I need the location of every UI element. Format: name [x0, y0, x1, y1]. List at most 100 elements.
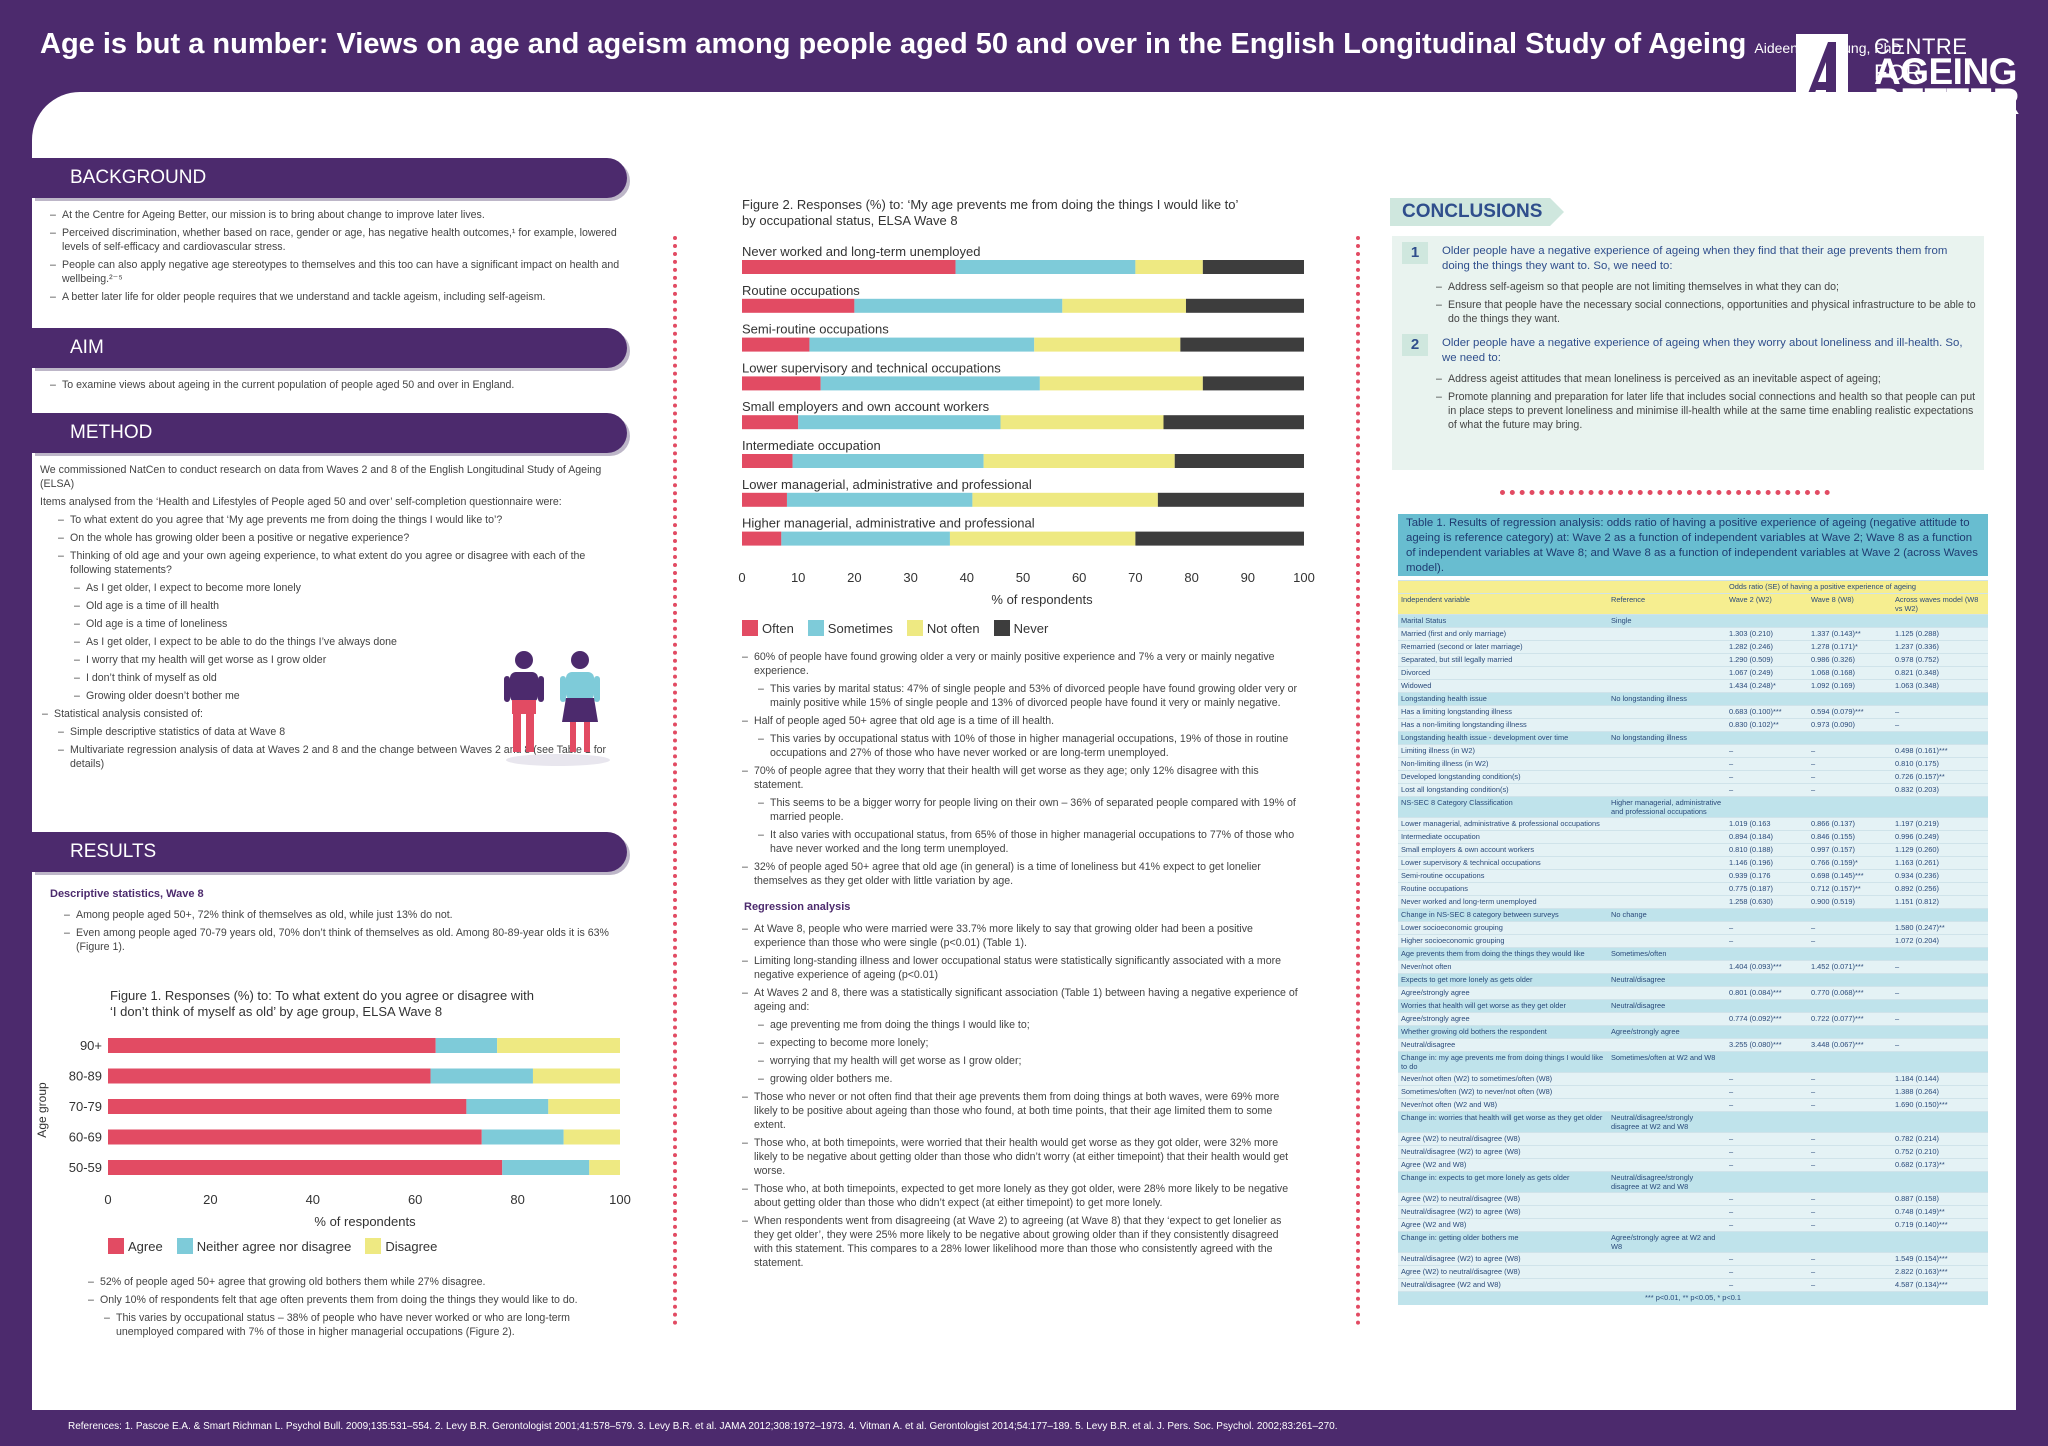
table-cell — [1608, 1072, 1726, 1086]
table1-caption: Table 1. Results of regression analysis:… — [1398, 514, 1988, 576]
table-cell: – — [1726, 921, 1808, 935]
table-cell: 0.892 (0.256) — [1892, 882, 1988, 896]
conclusions-box: 1 Older people have a negative experienc… — [1392, 236, 1984, 470]
poster-title: Age is but a number: Views on age and ag… — [40, 28, 1902, 61]
table-cell: – — [1726, 1072, 1808, 1086]
table-cell: Has a non-limiting longstanding illness — [1398, 718, 1608, 732]
table-cell: 1.690 (0.150)*** — [1892, 1098, 1988, 1112]
legend-label: Agree — [128, 1238, 163, 1254]
conclusion-text: Older people have a negative experience … — [1442, 337, 1963, 364]
legend-label: Never — [1013, 620, 1049, 636]
method-heading: METHOD — [32, 413, 627, 453]
table-row: Semi-routine occupations 0.939 (0.176 0.69… — [1398, 869, 1988, 883]
table-cell: Worries that health will get worse as th… — [1398, 999, 1608, 1013]
bar-often — [742, 454, 793, 468]
table-row: Lower managerial, administrative & profe… — [1398, 817, 1988, 831]
table-group-row: Marital Status Single — [1398, 614, 1988, 628]
table-cell — [1892, 692, 1988, 706]
legend-item-often: Often — [742, 620, 794, 636]
legend-item-agree: Agree — [108, 1238, 163, 1254]
references: References: 1. Pascoe E.A. & Smart Richm… — [68, 1421, 1338, 1432]
tick-label: 100 — [609, 1192, 631, 1207]
table-row: Lost all longstanding condition(s) – –0.83… — [1398, 783, 1988, 797]
table-cell: Sometimes/often (W2) to never/not often … — [1398, 1085, 1608, 1099]
table-cell: Single — [1608, 614, 1726, 628]
list-item: Those who, at both timepoints, expected … — [740, 1182, 1300, 1210]
table-header-cell — [1608, 580, 1726, 594]
table-cell — [1608, 882, 1726, 896]
figure1-ylabel: Age group — [36, 1082, 49, 1138]
table-cell: – — [1726, 1265, 1808, 1279]
table-cell: Expects to get more lonely as gets older — [1398, 973, 1608, 987]
bar-agree — [108, 1160, 503, 1175]
table-cell: 1.237 (0.336) — [1892, 640, 1988, 654]
method-text: We commissioned NatCen to conduct resear… — [32, 463, 628, 771]
table-cell — [1726, 1231, 1808, 1253]
table-cell: Neutral/disagree — [1608, 973, 1726, 987]
category-label: Semi-routine occupations — [742, 322, 889, 337]
table-cell: Higher socioeconomic grouping — [1398, 934, 1608, 948]
legend-swatch — [807, 620, 824, 636]
table-row: Neutral/disagree 3.255 (0.080)*** 3.448 (0… — [1398, 1038, 1988, 1052]
list-item: Those who never or not often find that t… — [740, 1090, 1300, 1132]
category-label: 60-69 — [69, 1130, 102, 1145]
list-item: growing older bothers me. — [740, 1072, 1300, 1086]
table-cell: Agree/strongly agree at W2 and W8 — [1608, 1231, 1726, 1253]
table-cell — [1808, 1231, 1892, 1253]
conclusion-number: 1 — [1402, 242, 1428, 264]
figure2-xlabel: % of respondents — [991, 592, 1093, 607]
table-cell: 0.810 (0.188) — [1726, 843, 1808, 857]
table-cell: – — [1726, 934, 1808, 948]
table-footnote: *** p<0.01, ** p<0.05, * p<0.1 — [1398, 1291, 1988, 1305]
table-row: Widowed 1.434 (0.248)* 1.092 (0.169) 1.063 … — [1398, 679, 1988, 693]
table-cell: 4.587 (0.134)*** — [1892, 1278, 1988, 1292]
list-item: At the Centre for Ageing Better, our mis… — [48, 208, 622, 222]
table-cell: Longstanding health issue - development … — [1398, 731, 1608, 745]
bar-never — [1202, 376, 1304, 391]
table-cell: – — [1892, 705, 1988, 719]
table-cell: 0.986 (0.326) — [1808, 653, 1892, 667]
table-cell — [1808, 947, 1892, 961]
table-cell: Semi-routine occupations — [1398, 869, 1608, 883]
table-group-row: Change in NS-SEC 8 category between surv… — [1398, 908, 1988, 922]
bar-not-often — [1135, 260, 1203, 274]
table-cell: 1.129 (0.260) — [1892, 843, 1988, 857]
category-label: Routine occupations — [742, 283, 860, 298]
list-item: Multivariate regression analysis of data… — [40, 743, 628, 771]
bar-not-often — [1000, 415, 1164, 430]
table-cell: Never/not often (W2 and W8) — [1398, 1098, 1608, 1112]
table-cell: 1.388 (0.264) — [1892, 1085, 1988, 1099]
table-cell — [1608, 843, 1726, 857]
table-cell — [1808, 796, 1892, 818]
category-label: Never worked and long-term unemployed — [742, 244, 980, 259]
bar-never — [1135, 531, 1304, 546]
table-row: Developed longstanding condition(s) – –0.7… — [1398, 770, 1988, 784]
table-cell: Lower supervisory & technical occupation… — [1398, 856, 1608, 870]
figure2-legend: Often Sometimes Not often Never — [742, 620, 1062, 636]
list-item: I don’t think of myself as old — [40, 671, 628, 685]
table-cell — [1608, 830, 1726, 844]
table-row: Neutral/disagree (W2) to agree (W8) – –0.7… — [1398, 1205, 1988, 1219]
table-cell: – — [1808, 1265, 1892, 1279]
list-item: People can also apply negative age stere… — [48, 258, 622, 286]
table-cell — [1608, 869, 1726, 883]
bar-not-often — [972, 492, 1158, 507]
list-item: Those who, at both timepoints, were worr… — [740, 1136, 1300, 1178]
table-cell: – — [1808, 1145, 1892, 1159]
table-cell: 1.184 (0.144) — [1892, 1072, 1988, 1086]
table-cell: 1.092 (0.169) — [1808, 679, 1892, 693]
table-cell — [1608, 817, 1726, 831]
table-cell — [1808, 1111, 1892, 1133]
table-cell: – — [1808, 1192, 1892, 1206]
table-cell — [1608, 1218, 1726, 1232]
legend-swatch — [176, 1238, 193, 1254]
table-row: Neutral/disagree (W2) to agree (W8) – –0.7… — [1398, 1145, 1988, 1159]
table-row: Intermediate occupation 0.894 (0.184) 0.84… — [1398, 830, 1988, 844]
column-divider — [1356, 236, 1360, 1326]
table-cell: Change in: worries that health will get … — [1398, 1111, 1608, 1133]
table-cell: No longstanding illness — [1608, 692, 1726, 706]
tick-label: 70 — [1128, 570, 1142, 585]
tick-label: 60 — [1072, 570, 1086, 585]
table-cell: 0.996 (0.249) — [1892, 830, 1988, 844]
aim-section: AIM To examine views about ageing in the… — [32, 328, 627, 396]
